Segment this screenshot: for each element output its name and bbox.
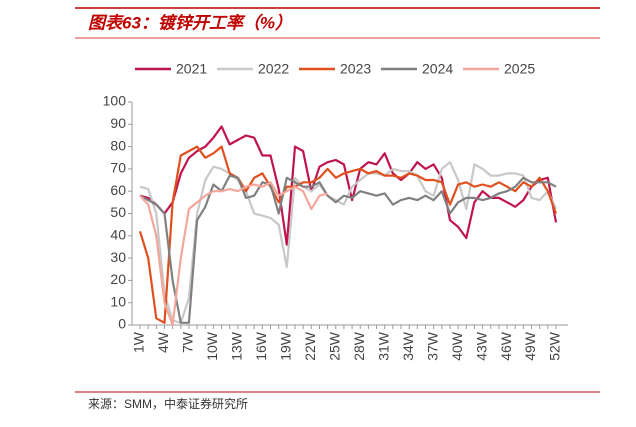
chart-title: 图表63：镀锌开工率（%）	[88, 13, 292, 32]
y-tick-label: 90	[110, 115, 126, 131]
series-line	[139, 125, 558, 246]
y-tick-label: 100	[103, 93, 127, 109]
x-tick-label: 31W	[375, 331, 391, 361]
x-tick-label: 37W	[424, 331, 440, 361]
x-tick-label: 34W	[400, 331, 416, 361]
x-tick-label: 52W	[547, 331, 563, 361]
source: 来源：SMM，中泰证券研究所	[88, 396, 248, 411]
series-line	[139, 161, 557, 324]
y-tick-label: 30	[110, 249, 126, 265]
x-tick-label: 40W	[449, 331, 465, 361]
x-tick-label: 7W	[180, 331, 196, 353]
y-tick-label: 60	[110, 182, 126, 198]
x-tick-label: 19W	[278, 331, 294, 361]
y-tick-label: 0	[118, 316, 126, 332]
series-line	[139, 174, 557, 324]
legend-label: 2025	[504, 61, 535, 77]
x-tick-label: 43W	[473, 331, 489, 361]
y-tick-label: 10	[110, 293, 126, 309]
x-tick-label: 28W	[351, 331, 367, 361]
x-tick-label: 16W	[253, 331, 269, 361]
y-tick-label: 80	[110, 137, 126, 153]
x-tick-label: 25W	[326, 331, 342, 361]
y-tick-label: 50	[110, 204, 126, 220]
x-tick-label: 13W	[229, 331, 245, 361]
y-tick-label: 20	[110, 271, 126, 287]
legend-label: 2024	[422, 61, 453, 77]
x-tick-label: 1W	[131, 331, 147, 353]
legend-label: 2021	[176, 61, 207, 77]
x-tick-label: 46W	[498, 331, 514, 361]
x-tick-label: 49W	[522, 331, 538, 361]
x-tick-label: 4W	[155, 331, 171, 353]
series-line	[139, 181, 328, 327]
legend-label: 2023	[340, 61, 371, 77]
x-tick-label: 10W	[204, 331, 220, 361]
legend-label: 2022	[258, 61, 289, 77]
x-tick-label: 22W	[302, 331, 318, 361]
y-tick-label: 70	[110, 160, 126, 176]
series-line	[138, 145, 558, 324]
y-tick-label: 40	[110, 227, 126, 243]
